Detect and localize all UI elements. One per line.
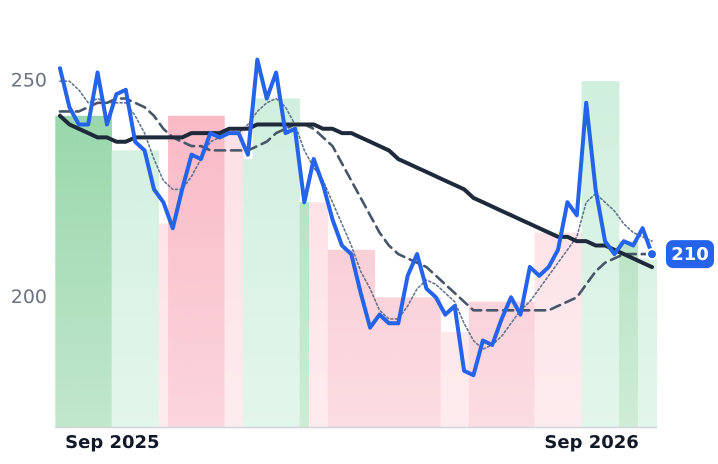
series-line bbox=[58, 57, 654, 378]
x-tick-label: Sep 2025 bbox=[65, 432, 159, 453]
y-tick-label: 250 bbox=[11, 70, 47, 92]
end-label-box bbox=[666, 240, 714, 269]
end-label: 210 bbox=[671, 244, 709, 265]
y-tick-label: 200 bbox=[11, 286, 47, 308]
end-dot bbox=[646, 248, 658, 261]
series-line bbox=[59, 80, 653, 350]
series-line bbox=[58, 113, 654, 270]
labels: 200 250 Sep 2025 Sep 2026 210 bbox=[11, 70, 714, 453]
series-line bbox=[58, 97, 654, 312]
fade-overlay bbox=[55, 38, 657, 427]
lines bbox=[58, 57, 654, 378]
x-tick-label: Sep 2026 bbox=[544, 432, 638, 453]
